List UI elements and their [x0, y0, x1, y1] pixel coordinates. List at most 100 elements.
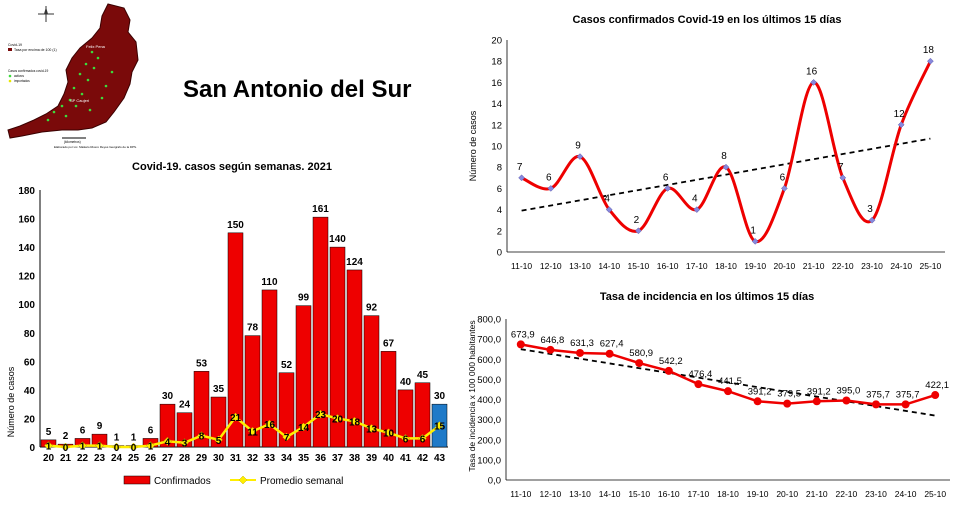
weekly-average-label: 3 — [182, 439, 188, 450]
daily-cases-label: 7 — [517, 162, 523, 173]
chart1-ylabel: Número de casos — [6, 366, 16, 437]
municipality-shape — [7, 3, 139, 139]
legend-promedio-marker — [238, 475, 248, 485]
daily-cases-label: 3 — [867, 204, 873, 215]
chart3-ytick: 400,0 — [477, 395, 501, 406]
chart2-ytick: 4 — [497, 205, 502, 216]
legend-rate: Tasa por encima de 100 (1) — [14, 48, 57, 52]
daily-cases-label: 4 — [692, 194, 698, 205]
legend-rate-swatch — [8, 48, 12, 51]
incidence-point — [516, 340, 525, 349]
confirmed-bar-label: 99 — [298, 293, 310, 304]
confirmed-bar — [261, 289, 278, 448]
weekly-average-label: 6 — [403, 434, 409, 445]
chart3-xtick: 22-10 — [836, 489, 858, 499]
chart3-trendline — [520, 348, 936, 417]
weekly-average-point — [316, 409, 325, 419]
weekly-average-label: 1 — [80, 442, 86, 453]
daily-cases-label: 8 — [721, 151, 727, 162]
incidence-point — [783, 399, 792, 408]
chart1-xtick: 25 — [128, 453, 140, 464]
weekly-average-label: 7 — [284, 433, 290, 444]
confirmed-bar — [346, 269, 363, 448]
chart2-ytick: 2 — [497, 226, 502, 237]
chart1-xtick: 40 — [383, 453, 395, 464]
incidence-label: 627,4 — [600, 339, 624, 350]
confirmed-bar — [159, 403, 176, 448]
confirmed-bar-label: 9 — [97, 421, 103, 432]
confirmed-bar-label: 140 — [329, 234, 346, 245]
weekly-average-point — [418, 434, 427, 443]
scale-label: (kilometros) — [64, 140, 81, 144]
chart2-ytick: 8 — [497, 163, 502, 174]
weekly-average-point — [265, 419, 274, 429]
daily-cases-label: 7 — [838, 162, 844, 173]
municipality-map: Felix Pena SP Caujeri Covid-19 Tasa por … — [7, 3, 139, 149]
chart2-trendline — [521, 137, 931, 212]
chart2-ytick: 16 — [491, 78, 502, 89]
weekly-average-point — [282, 432, 291, 442]
weekly-average-point — [180, 438, 189, 448]
daily-cases-point — [664, 185, 671, 192]
chart1-xtick: 31 — [230, 453, 242, 464]
chart3-ylabel: Tasa de incidencia x 100 000 habitantes — [467, 320, 477, 471]
chart1-ytick: 120 — [18, 272, 35, 283]
chart1-ytick: 180 — [18, 186, 35, 197]
chart1-xtick: 27 — [162, 453, 174, 464]
incidence-label: 646,8 — [541, 335, 565, 346]
incidence-label: 476,4 — [689, 369, 713, 380]
incidence-point — [812, 397, 821, 406]
chart1-ytick: 160 — [18, 215, 35, 226]
weekly-average-point — [95, 441, 104, 450]
chart1-xtick: 32 — [247, 453, 259, 464]
confirmed-bar-label: 35 — [213, 384, 225, 395]
daily-cases-label: 6 — [663, 172, 669, 183]
daily-cases-point — [868, 216, 876, 224]
confirmed-bar-label: 30 — [434, 391, 446, 402]
weekly-average-point — [163, 436, 172, 446]
chart2-xtick: 15-10 — [628, 261, 650, 271]
confirmed-bar-label: 6 — [80, 425, 86, 436]
daily-cases-point — [781, 185, 788, 192]
daily-cases-label: 6 — [780, 172, 786, 183]
incidence-label: 395,0 — [837, 386, 861, 397]
legend-title: Covid-19 — [8, 43, 22, 47]
chart3-ytick: 0,0 — [488, 476, 501, 487]
daily-cases-point — [810, 79, 817, 86]
confirmed-bar — [227, 232, 244, 448]
legend-cases: Casos confirmados covid-19 — [8, 69, 48, 73]
incidence-point — [694, 380, 703, 389]
daily-cases-point — [839, 174, 847, 182]
chart3-xtick: 15-10 — [628, 489, 650, 499]
daily-cases-label: 1 — [750, 225, 756, 236]
weekly-average-label: 1 — [97, 442, 103, 453]
weekly-average-point — [44, 441, 53, 450]
weekly-average-label: 8 — [199, 432, 205, 443]
daily-cases-line — [520, 60, 932, 243]
weekly-average-point — [367, 424, 376, 433]
chart2-xtick: 17-10 — [686, 261, 708, 271]
case-markers — [46, 50, 114, 122]
incidence-point — [901, 400, 910, 409]
chart3-xtick: 13-10 — [569, 489, 591, 499]
chart1-legend: Confirmados Promedio semanal — [123, 475, 343, 487]
confirmed-bar-label: 161 — [312, 204, 329, 215]
incidence-label: 375,7 — [896, 389, 920, 400]
daily-cases-point — [635, 227, 642, 235]
incidence-point — [753, 397, 762, 406]
incidence-point — [546, 345, 555, 354]
chart2-xtick: 18-10 — [715, 261, 737, 271]
chart1-xtick: 41 — [400, 453, 412, 464]
legend-promedio: Promedio semanal — [260, 476, 343, 487]
incidence-label: 391,2 — [748, 386, 772, 397]
chart3-ytick: 800,0 — [477, 315, 501, 326]
incidence-rate-chart: Tasa de incidencia en los últimos 15 día… — [467, 291, 950, 499]
chart1-ytick: 40 — [24, 386, 36, 397]
chart1-xtick: 39 — [366, 453, 378, 464]
chart1-ytick: 0 — [29, 443, 35, 454]
confirmed-bar-label: 30 — [162, 391, 174, 402]
confirmed-bar-label: 1 — [131, 433, 137, 444]
confirmed-bar-label: 92 — [366, 303, 378, 314]
daily-cases-label: 6 — [546, 172, 552, 183]
incidence-point — [635, 359, 644, 368]
